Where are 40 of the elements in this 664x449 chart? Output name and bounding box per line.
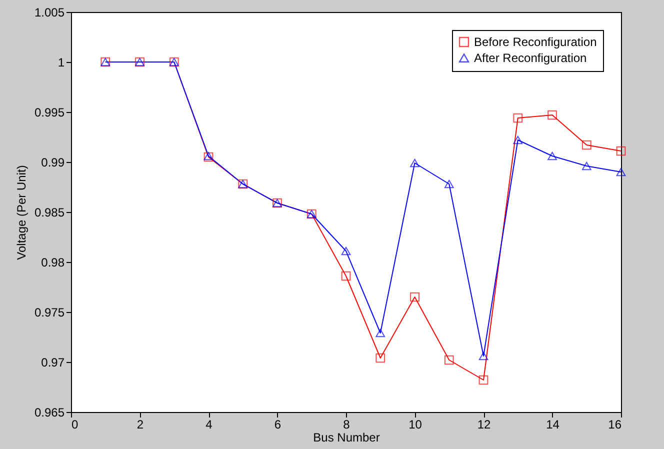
point: [548, 152, 557, 160]
point: [410, 292, 420, 302]
point: [548, 110, 557, 120]
point: [341, 271, 351, 281]
y-tick-label: 0.995: [34, 106, 65, 120]
point: [582, 162, 592, 170]
x-tick-label: 8: [343, 418, 350, 432]
x-tick-label: 10: [408, 418, 422, 432]
legend-label: Before Reconfiguration: [474, 35, 597, 49]
point: [376, 353, 386, 363]
y-tick-label: 0.965: [34, 406, 65, 420]
y-tick-label: 0.98: [41, 256, 65, 270]
x-tick-label: 0: [72, 418, 78, 432]
point: [376, 328, 386, 338]
legend-label: After Reconfiguration: [474, 51, 587, 65]
point: [410, 158, 420, 168]
y-tick-label: 1.005: [34, 6, 65, 20]
y-tick-label: 0.985: [34, 206, 65, 220]
point: [513, 113, 523, 123]
y-tick-label: 1: [58, 56, 65, 70]
x-axis-title: Bus Number: [313, 430, 380, 444]
x-tick-label: 4: [206, 418, 213, 432]
y-axis-title: Voltage (Per Unit): [14, 165, 28, 260]
point: [478, 375, 488, 385]
point: [616, 168, 626, 176]
x-tick-label: 14: [546, 418, 560, 432]
point: [341, 246, 351, 256]
point: [616, 146, 626, 156]
y-tick-label: 0.97: [41, 356, 65, 370]
x-tick-label: 16: [608, 418, 622, 432]
y-tick-label: 0.975: [34, 306, 65, 320]
x-tick-label: 2: [136, 418, 144, 432]
y-tick-label: 0.99: [41, 156, 65, 170]
point: [444, 355, 454, 365]
point: [444, 180, 454, 188]
point: [582, 140, 592, 150]
point: [478, 352, 488, 360]
x-tick-label: 6: [274, 418, 282, 432]
x-tick-label: 12: [477, 418, 491, 432]
point: [513, 136, 523, 144]
